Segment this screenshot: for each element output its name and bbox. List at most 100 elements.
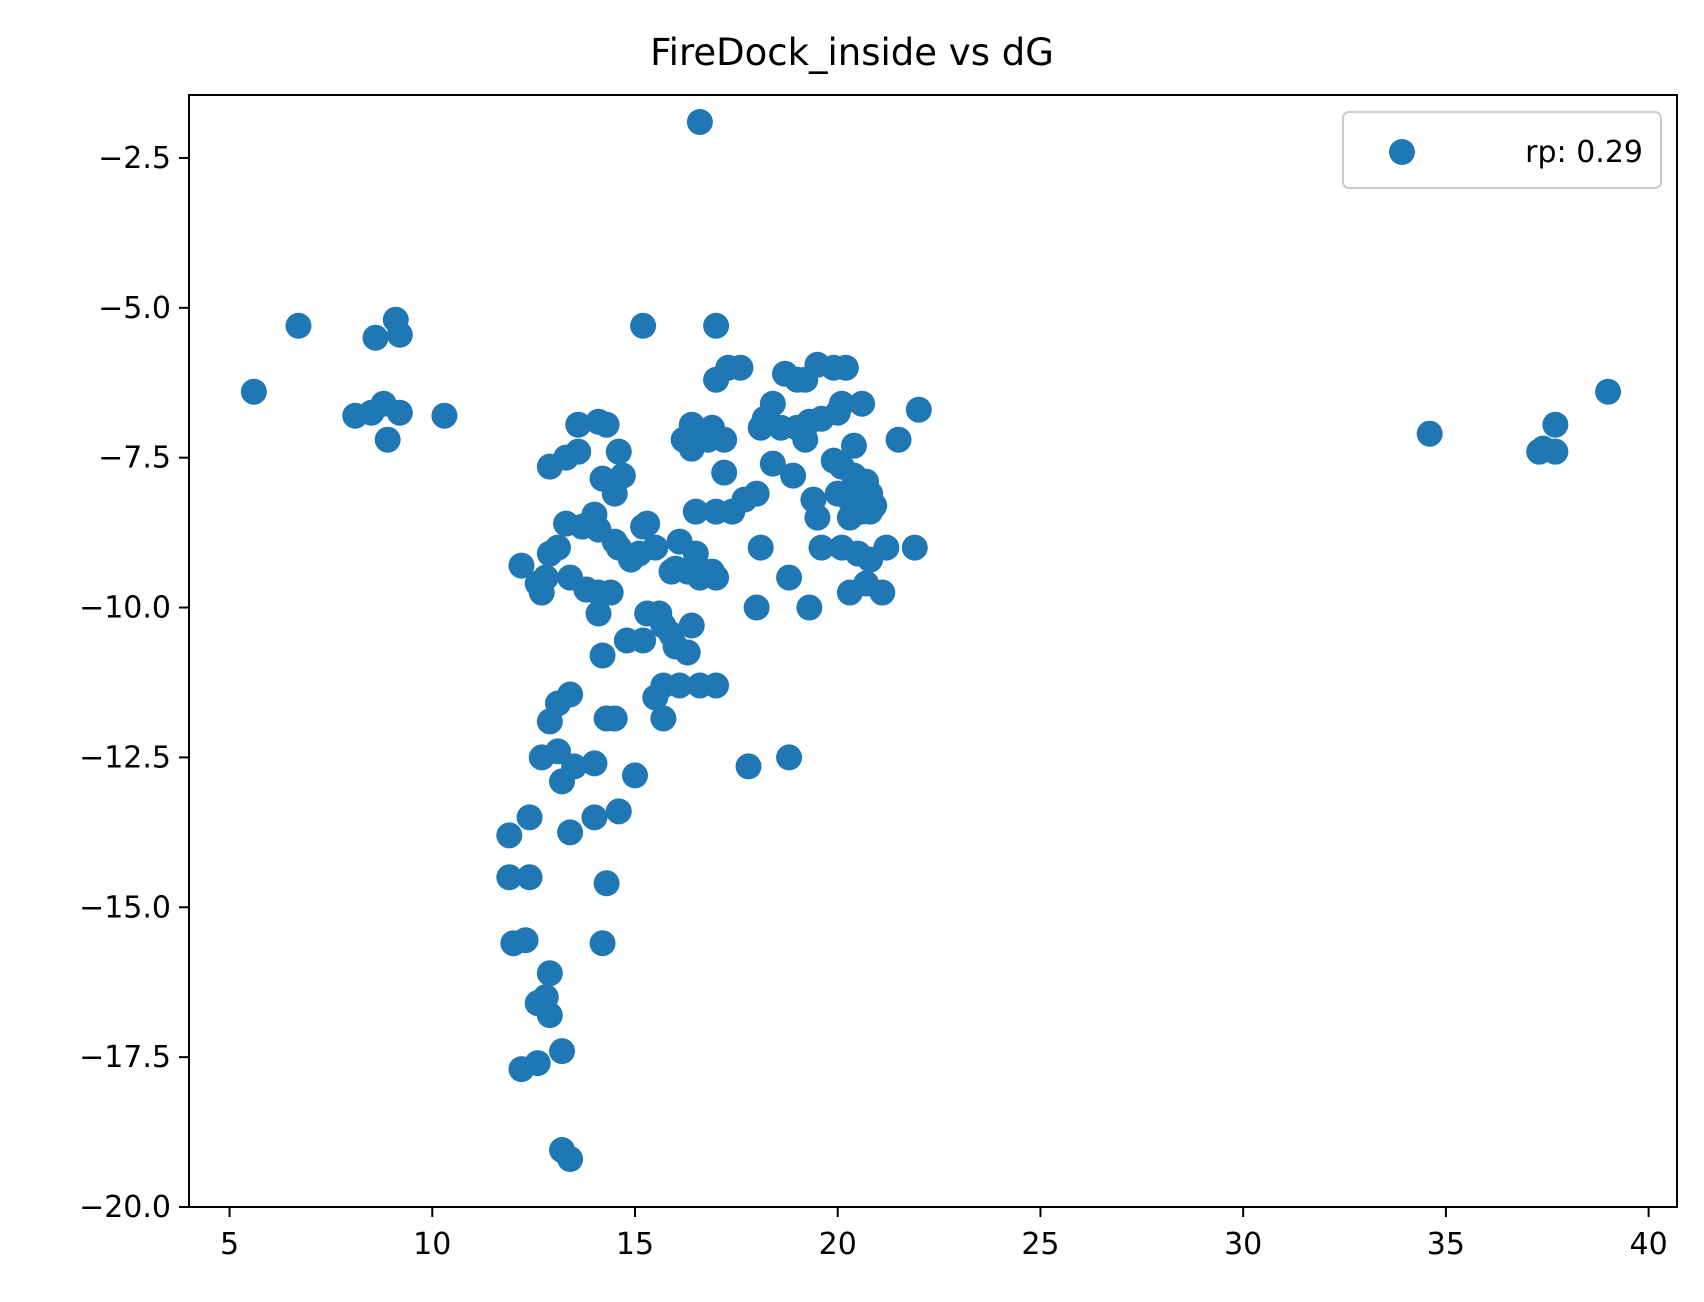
y-tick-label: −20.0 [79, 1190, 171, 1225]
data-point [703, 312, 730, 339]
legend-label: rp: 0.29 [1525, 135, 1643, 170]
data-point [642, 534, 669, 561]
data-point [581, 750, 608, 777]
data-point [849, 498, 876, 525]
data-point [832, 354, 859, 381]
x-tick-label: 30 [1224, 1227, 1262, 1262]
data-point [905, 396, 932, 423]
x-tick-label: 20 [819, 1227, 857, 1262]
data-point [386, 321, 413, 348]
data-point [776, 744, 803, 771]
data-point [516, 864, 543, 891]
data-point [711, 426, 738, 453]
data-point [885, 426, 912, 453]
data-point [536, 1002, 563, 1029]
data-point [901, 534, 928, 561]
data-point [581, 804, 608, 831]
data-point [678, 435, 705, 462]
data-point [849, 390, 876, 417]
y-tick-label: −2.5 [98, 141, 171, 176]
data-point [824, 399, 851, 426]
y-tick-label: −12.5 [79, 740, 171, 775]
data-point [674, 639, 701, 666]
data-point [557, 819, 584, 846]
x-tick-label: 5 [220, 1227, 239, 1262]
data-point [776, 564, 803, 591]
data-point [601, 705, 628, 732]
data-point [386, 399, 413, 426]
legend-box [1342, 111, 1662, 189]
data-point [658, 558, 685, 585]
data-point [735, 753, 762, 780]
data-point [536, 453, 563, 480]
data-point [524, 1050, 551, 1077]
data-point [605, 798, 632, 825]
plot-frame [188, 94, 1678, 1208]
data-point [601, 480, 628, 507]
data-point [605, 438, 632, 465]
data-point [869, 579, 896, 606]
data-point [285, 312, 312, 339]
x-tick-label: 15 [616, 1227, 654, 1262]
data-point [496, 822, 523, 849]
y-tick-label: −7.5 [98, 441, 171, 476]
data-point [374, 426, 401, 453]
data-point [682, 498, 709, 525]
data-point [528, 579, 555, 606]
data-point [597, 579, 624, 606]
data-point [703, 498, 730, 525]
data-point [508, 552, 535, 579]
data-point [642, 684, 669, 711]
data-point [585, 600, 612, 627]
data-point [727, 354, 754, 381]
x-tick-label: 35 [1427, 1227, 1465, 1262]
data-point [686, 564, 713, 591]
data-point [808, 534, 835, 561]
data-point [759, 450, 786, 477]
data-point [549, 1038, 576, 1065]
y-tick-label: −17.5 [79, 1040, 171, 1075]
data-point [1416, 420, 1443, 447]
y-axis: −20.0 −17.5 −15.0 −12.5 −10.0 −7.5 −5.0 −2.5 [79, 141, 189, 1225]
data-point [650, 705, 677, 732]
data-point [796, 594, 823, 621]
data-point [549, 768, 576, 795]
x-tick-label: 10 [413, 1227, 451, 1262]
data-point [621, 762, 648, 789]
data-point [431, 402, 458, 429]
y-tick-label: −10.0 [79, 591, 171, 626]
legend-marker [1389, 139, 1415, 165]
data-point [703, 672, 730, 699]
data-point [630, 312, 657, 339]
data-point [589, 642, 616, 669]
data-point [678, 612, 705, 639]
data-point [565, 411, 592, 438]
data-point [711, 459, 738, 486]
data-point [496, 864, 523, 891]
data-point [240, 378, 267, 405]
y-tick-label: −5.0 [98, 291, 171, 326]
y-tick-label: −15.0 [79, 890, 171, 925]
data-point [536, 960, 563, 987]
data-point [1542, 438, 1569, 465]
data-point [792, 426, 819, 453]
data-point [686, 108, 713, 135]
data-point [362, 324, 389, 351]
data-point [743, 594, 770, 621]
legend: rp: 0.29 [1342, 111, 1662, 189]
data-point [1542, 411, 1569, 438]
data-point [1595, 378, 1622, 405]
data-point [840, 432, 867, 459]
x-tick-label: 40 [1630, 1227, 1668, 1262]
data-point [536, 708, 563, 735]
x-tick-label: 25 [1021, 1227, 1059, 1262]
data-point [557, 1146, 584, 1173]
data-point [589, 930, 616, 957]
data-point [747, 414, 774, 441]
data-point [593, 411, 620, 438]
data-point [593, 870, 620, 897]
data-point [516, 804, 543, 831]
data-point [634, 510, 661, 537]
